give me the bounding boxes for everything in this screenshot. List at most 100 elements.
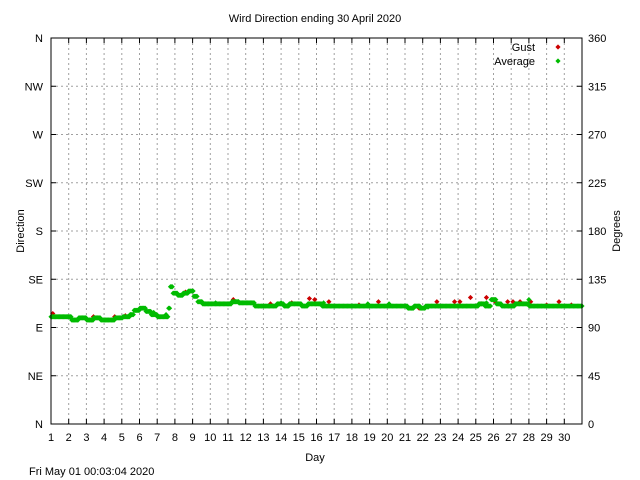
average-point (487, 303, 494, 309)
y-right-tick-label: 315 (588, 81, 606, 93)
average-point (151, 309, 157, 316)
y-left-tick-label: W (33, 130, 44, 142)
x-tick-label: 24 (452, 432, 464, 444)
y-left-tick-label: N (35, 419, 43, 431)
x-tick-label: 11 (222, 432, 233, 444)
x-tick-label: 27 (505, 432, 517, 444)
gust-point (457, 299, 463, 305)
legend-marker-average-symbol (555, 58, 561, 64)
y-left-tick-label: SW (25, 178, 43, 190)
x-axis-ticks: 1 2 3 4 5 6 7 8 9 10 11 12 13 14 15 16 17 18 19 20 21 22 23 24 2… (48, 38, 570, 444)
y-right-tick-label: 270 (588, 130, 606, 142)
average-point (304, 303, 310, 309)
gust-point (467, 294, 474, 301)
x-tick-label: 8 (172, 432, 178, 444)
average-point (130, 312, 136, 318)
x-axis-label: Day (305, 452, 325, 464)
x-tick-label: 14 (275, 432, 287, 444)
average-point (320, 300, 327, 306)
gust-point (326, 299, 332, 305)
average-point (298, 301, 304, 307)
y-right-tick-label: 0 (588, 419, 594, 431)
gust-point (375, 299, 382, 305)
average-point (136, 307, 142, 313)
y-axis-right-label: Degrees (611, 210, 623, 252)
x-tick-label: 18 (346, 432, 358, 444)
average-point (475, 303, 481, 309)
legend-marker-average (555, 58, 561, 64)
gust-point (451, 299, 458, 305)
average-point (525, 301, 532, 307)
average-point (404, 303, 410, 309)
average-point (148, 308, 154, 315)
y-axis-right-ticks: 0 45 90 135 180 225 270 315 360 (577, 33, 606, 431)
average-point (166, 305, 173, 311)
y-right-tick-label: 225 (588, 178, 606, 190)
average-point (498, 301, 504, 307)
chart-title: Wird Direction ending 30 April 2020 (229, 13, 401, 25)
average-point (97, 315, 103, 321)
average-point (251, 300, 257, 306)
y-right-tick-label: 360 (588, 33, 606, 45)
gust-point (312, 297, 318, 303)
average-point (318, 301, 325, 307)
x-tick-label: 17 (328, 432, 340, 444)
y-axis-left-ticks: N NE E SE S SW W NW N (25, 33, 56, 431)
legend: Gust Average (494, 42, 561, 68)
x-tick-label: 22 (417, 432, 429, 444)
gust-point (483, 294, 490, 301)
data-points (48, 284, 585, 323)
average-point (103, 317, 109, 323)
y-left-tick-label: E (36, 323, 43, 335)
footer-timestamp: Fri May 01 00:03:04 2020 (29, 466, 154, 478)
gust-point (434, 299, 440, 305)
x-tick-label: 21 (399, 432, 411, 444)
average-point (236, 299, 242, 305)
y-right-tick-label: 135 (588, 274, 606, 286)
average-point (169, 284, 175, 290)
average-point (163, 312, 169, 318)
y-left-tick-label: N (35, 33, 43, 45)
x-tick-label: 4 (101, 432, 107, 444)
y-left-tick-label: SE (28, 274, 43, 286)
grid-lines (51, 38, 582, 424)
x-tick-label: 28 (523, 432, 535, 444)
x-tick-label: 10 (204, 432, 216, 444)
x-tick-label: 5 (119, 432, 125, 444)
legend-label-gust: Gust (512, 42, 535, 54)
gust-point (306, 295, 313, 302)
average-point (83, 315, 89, 321)
x-tick-label: 12 (240, 432, 252, 444)
average-point (194, 293, 200, 300)
x-tick-label: 25 (470, 432, 482, 444)
x-tick-label: 3 (83, 432, 89, 444)
x-tick-label: 13 (257, 432, 269, 444)
average-point (526, 297, 532, 303)
gust-point (50, 310, 56, 317)
legend-marker-gust-symbol (555, 44, 561, 50)
y-right-tick-label: 180 (588, 226, 606, 238)
average-point (228, 301, 234, 307)
gust-point (510, 299, 516, 305)
average-point (154, 312, 160, 318)
y-left-tick-label: NW (25, 81, 44, 93)
average-point (273, 303, 279, 309)
x-tick-label: 2 (66, 432, 72, 444)
x-tick-label: 19 (363, 432, 375, 444)
y-axis-left-label: Direction (15, 209, 27, 252)
average-point (89, 317, 95, 323)
y-right-tick-label: 45 (588, 371, 600, 383)
x-tick-label: 30 (558, 432, 570, 444)
average-point (493, 297, 499, 303)
x-tick-label: 23 (434, 432, 446, 444)
average-point (483, 300, 490, 306)
y-right-tick-label: 90 (588, 323, 600, 335)
legend-marker-gust (555, 44, 561, 50)
x-tick-label: 9 (190, 432, 196, 444)
average-point (386, 301, 392, 307)
average-point (280, 301, 286, 307)
average-point (286, 303, 292, 309)
x-tick-label: 15 (293, 432, 305, 444)
average-point (179, 292, 186, 298)
legend-label-average: Average (494, 56, 535, 68)
